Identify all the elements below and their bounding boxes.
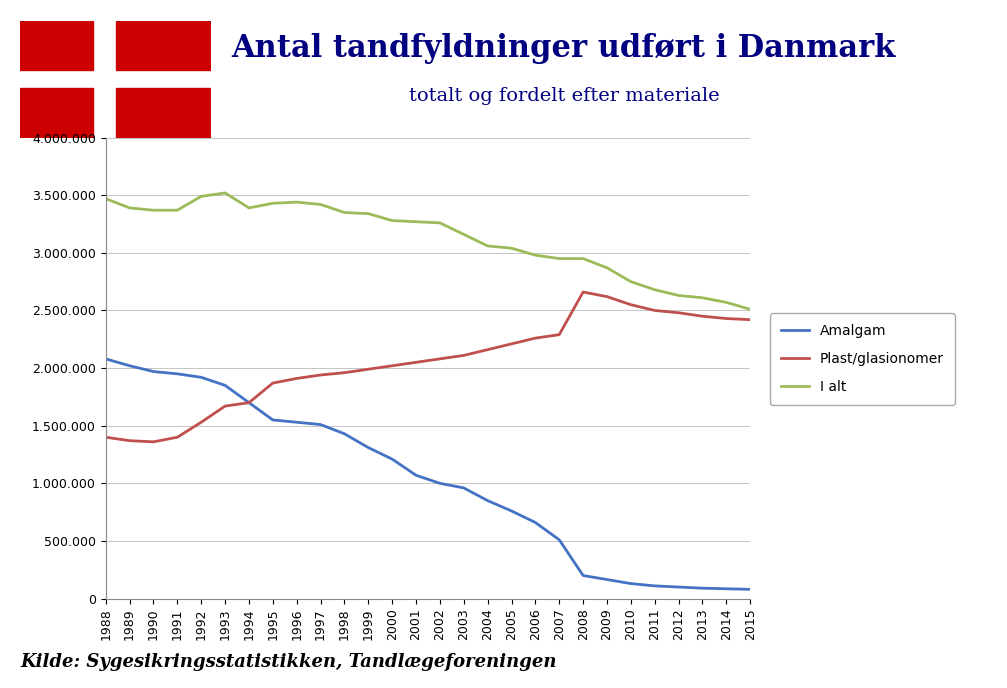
Text: Antal tandfyldninger udført i Danmark: Antal tandfyldninger udført i Danmark [232, 32, 896, 64]
Text: totalt og fordelt efter materiale: totalt og fordelt efter materiale [409, 87, 719, 105]
Bar [20, 21, 93, 69]
Bar [20, 89, 93, 138]
Legend: Amalgam, Plast/glasionomer, I alt: Amalgam, Plast/glasionomer, I alt [770, 313, 956, 405]
Bar [116, 89, 211, 138]
Text: Kilde: Sygesikringsstatistikken, Tandlægeforeningen: Kilde: Sygesikringsstatistikken, Tandlæg… [20, 654, 557, 671]
Bar [116, 21, 211, 69]
